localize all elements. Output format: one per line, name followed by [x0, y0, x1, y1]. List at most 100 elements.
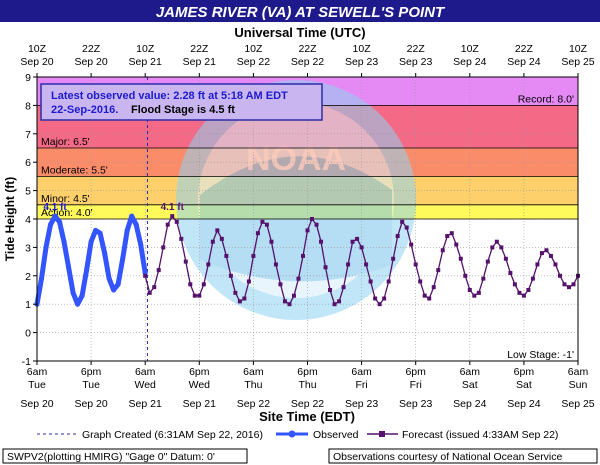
forecast-point [494, 239, 499, 244]
y-tick-label: 7 [25, 129, 31, 141]
legend-observed: Observed [313, 429, 359, 441]
forecast-point [490, 245, 495, 250]
bottom-tick-date: Sep 20 [20, 398, 53, 410]
observed-point [138, 242, 144, 248]
forecast-point [219, 236, 224, 241]
forecast-point [422, 293, 427, 298]
top-tick-time: 22Z [298, 43, 317, 55]
forecast-point [553, 262, 558, 267]
top-tick-time: 22Z [82, 43, 101, 55]
stage-label: Moderate: 5.5' [41, 164, 108, 176]
bottom-tick-time: 6pm [189, 366, 210, 378]
top-tick-date: Sep 21 [183, 56, 216, 68]
top-tick-time: 10Z [461, 43, 480, 55]
forecast-point [282, 299, 287, 304]
bottom-tick-day: Sun [569, 379, 588, 391]
forecast-point [192, 293, 197, 298]
bottom-tick-day: Thu [244, 379, 262, 391]
bottom-tick-time: 6pm [81, 366, 102, 378]
forecast-point [508, 270, 513, 275]
bottom-tick-day: Tue [28, 379, 46, 391]
observed-peak-label: 4.1 ft [43, 202, 67, 213]
y-axis-title: Tide Height (ft) [3, 177, 17, 261]
observed-point [97, 230, 103, 236]
forecast-point [539, 251, 544, 256]
forecast-point [346, 262, 351, 267]
forecast-point [170, 214, 175, 219]
top-tick-date: Sep 24 [507, 56, 540, 68]
forecast-point [300, 253, 305, 258]
forecast-point [544, 248, 549, 253]
forecast-point [201, 282, 206, 287]
latest-observed-text: Latest observed value: 2.28 ft at 5:18 A… [51, 90, 288, 102]
forecast-point [548, 253, 553, 258]
forecast-point [291, 293, 296, 298]
title-bar [0, 0, 600, 22]
forecast-point [237, 299, 242, 304]
forecast-point [517, 290, 522, 295]
forecast-point [395, 234, 400, 239]
forecast-point [467, 288, 472, 292]
forecast-point [557, 273, 562, 278]
observed-point [115, 281, 121, 287]
forecast-point [156, 268, 161, 273]
forecast-point [476, 290, 481, 295]
forecast-point [183, 259, 188, 264]
top-tick-date: Sep 20 [74, 56, 107, 68]
forecast-point [400, 219, 405, 224]
observed-point [75, 301, 81, 307]
forecast-point [409, 242, 414, 247]
observed-point [124, 227, 130, 233]
forecast-point [314, 222, 319, 227]
forecast-point [179, 236, 184, 241]
forecast-point [269, 239, 274, 244]
y-tick-label: 4 [25, 214, 31, 226]
flood-stage-text: Flood Stage is 4.5 ft [131, 104, 235, 116]
top-tick-time: 10Z [136, 43, 155, 55]
bottom-tick-date: Sep 24 [507, 398, 540, 410]
observed-point [70, 290, 76, 296]
top-tick-time: 22Z [190, 43, 209, 55]
forecast-point [454, 242, 459, 247]
forecast-point [206, 262, 211, 267]
forecast-point [404, 225, 409, 230]
forecast-point [215, 228, 220, 233]
forecast-point [418, 279, 423, 284]
bottom-tick-date: Sep 21 [129, 398, 162, 410]
stage-labels: Record: 8.0' Major: 6.5' Moderate: 5.5' Min… [41, 93, 574, 361]
bottom-tick-time: 6am [460, 366, 481, 378]
top-tick-time: 22Z [407, 43, 426, 55]
top-tick-date: Sep 21 [129, 56, 162, 68]
bottom-tick-date: Sep 23 [399, 398, 432, 410]
top-tick-time: 10Z [244, 43, 263, 55]
forecast-point [143, 273, 148, 278]
bottom-tick-day: Wed [189, 379, 211, 391]
observed-point [93, 227, 99, 233]
bottom-tick-day: Thu [298, 379, 316, 391]
bottom-tick-day: Wed [134, 379, 156, 391]
bottom-tick-time: 6am [568, 366, 589, 378]
latest-date-text: 22-Sep-2016. [51, 104, 118, 116]
observed-point [52, 213, 58, 219]
x-axis-title: Site Time (EDT) [259, 409, 355, 424]
forecast-point [296, 276, 301, 281]
forecast-point [503, 256, 508, 261]
observed-point [133, 222, 139, 228]
forecast-point [368, 279, 373, 284]
top-tick-time: 10Z [28, 43, 47, 55]
top-tick-time: 10Z [569, 43, 588, 55]
top-tick-date: Sep 24 [453, 56, 486, 68]
top-tick-date: Sep 22 [237, 56, 270, 68]
forecast-point [161, 245, 166, 250]
footer-right: Observations courtesy of National Ocean … [333, 451, 563, 463]
stage-label: Record: 8.0' [518, 93, 574, 105]
forecast-point [246, 279, 251, 284]
bottom-tick-time: 6pm [514, 366, 535, 378]
series-layer: 4.1 ft 4.1 ft [34, 202, 580, 307]
observed-point [79, 293, 85, 299]
forecast-point [436, 268, 441, 273]
bottom-tick-time: 6pm [405, 366, 426, 378]
y-tick-label: -1 [22, 356, 31, 368]
forecast-point [481, 276, 486, 281]
forecast-point [337, 299, 342, 304]
